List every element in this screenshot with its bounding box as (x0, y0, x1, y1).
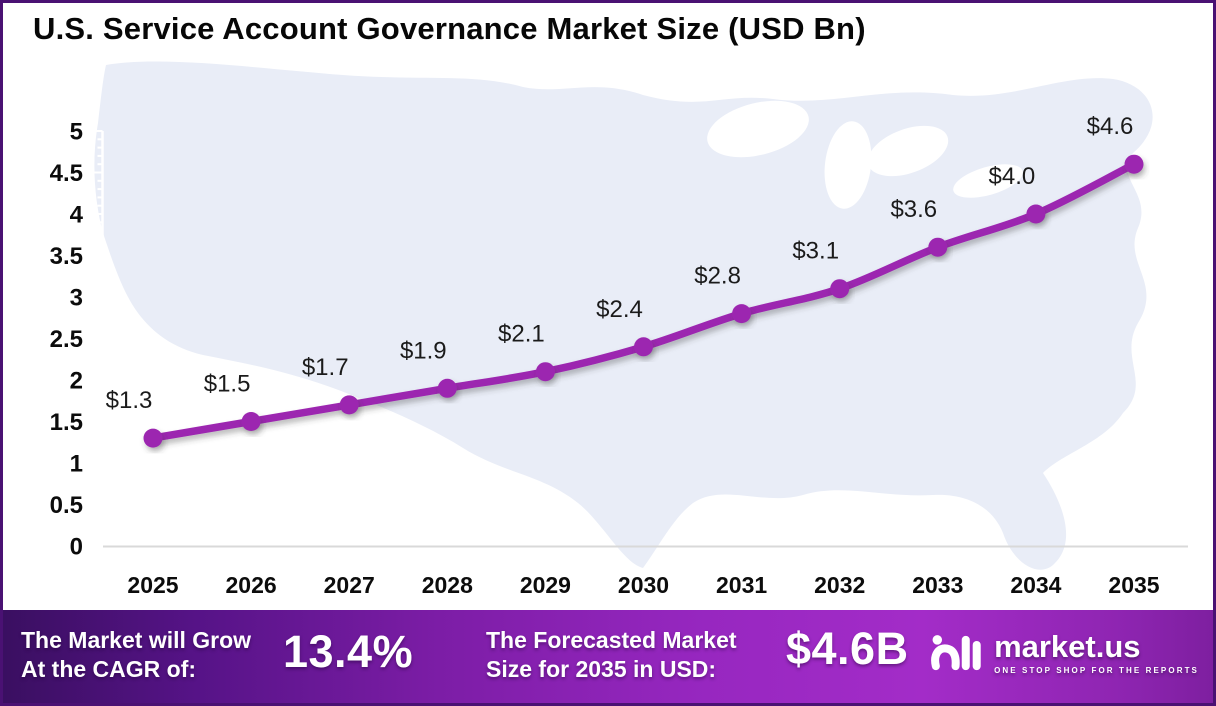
y-tick-label: 3.5 (50, 243, 83, 270)
data-label: $2.1 (498, 321, 545, 348)
data-label: $1.5 (204, 371, 251, 398)
forecast-label: The Forecasted Market Size for 2035 in U… (486, 626, 737, 683)
y-tick-label: 0 (70, 534, 83, 561)
data-point (928, 237, 948, 257)
marketus-logo-icon (931, 635, 981, 671)
logo-name: market.us (994, 629, 1141, 664)
y-tick-label: 4 (70, 202, 84, 229)
line-chart: $1.3 $1.5 $1.7 $1.9 $2.1 $2.4 $2.8 $3.1 $3.6 $4.0… (50, 113, 1188, 598)
logo-tagline: ONE STOP SHOP FOR THE REPORTS (994, 666, 1199, 675)
data-label: $2.8 (694, 263, 741, 290)
data-label: $1.9 (400, 337, 447, 364)
cagr-label: The Market will Grow At the CAGR of: (21, 626, 251, 683)
data-label: $3.1 (792, 238, 839, 265)
data-point (634, 337, 653, 357)
y-tick-label: 2.5 (50, 326, 83, 353)
forecast-label-line2: Size for 2035 in USD: (486, 655, 717, 682)
x-tick-label: 2034 (1010, 572, 1061, 598)
x-tick-label: 2025 (127, 572, 178, 598)
forecast-label-line1: The Forecasted Market (486, 627, 737, 653)
chart-title: U.S. Service Account Governance Market S… (33, 11, 866, 46)
data-label: $4.0 (989, 163, 1036, 190)
x-tick-label: 2028 (422, 572, 473, 598)
y-axis (93, 130, 104, 547)
data-label: $1.3 (106, 387, 153, 414)
data-point (1124, 154, 1144, 174)
great-lakes (707, 100, 1023, 209)
marketus-logo-text: market.us ONE STOP SHOP FOR THE REPORTS (994, 631, 1199, 675)
y-tick-label: 2 (70, 368, 83, 395)
x-tick-label: 2029 (520, 572, 571, 598)
x-tick-label: 2031 (716, 572, 767, 598)
data-label: $2.4 (596, 296, 643, 323)
y-tick-label: 5 (70, 119, 83, 146)
x-tick-label: 2032 (814, 572, 865, 598)
x-tick-label: 2030 (618, 572, 669, 598)
cagr-value: 13.4% (283, 626, 414, 677)
data-point (732, 304, 752, 324)
data-point (1026, 204, 1046, 224)
forecast-value: $4.6B (786, 623, 909, 674)
y-tick-label: 4.5 (50, 160, 83, 187)
data-label: $4.6 (1087, 113, 1134, 140)
data-point (437, 378, 457, 398)
y-tick-label: 1.5 (50, 409, 83, 436)
x-tick-label: 2027 (324, 572, 375, 598)
data-point (535, 362, 555, 382)
y-tick-label: 0.5 (50, 492, 83, 519)
marketus-logo: market.us ONE STOP SHOP FOR THE REPORTS (930, 626, 1199, 680)
chart-canvas: $1.3 $1.5 $1.7 $1.9 $2.1 $2.4 $2.8 $3.1 $3.6 $4.0… (50, 61, 1188, 598)
x-tick-label: 2035 (1108, 572, 1159, 598)
data-label: $1.7 (302, 354, 349, 381)
data-point (339, 395, 359, 415)
data-label: $3.6 (890, 196, 937, 223)
data-point (241, 412, 261, 431)
y-tick-label: 1 (70, 451, 83, 478)
us-map-silhouette (94, 61, 1153, 570)
cagr-label-line1: The Market will Grow (21, 627, 252, 653)
cagr-label-line2: At the CAGR of: (21, 655, 197, 682)
x-tick-label: 2033 (912, 572, 963, 598)
x-tick-label: 2026 (226, 572, 277, 598)
y-tick-label: 3 (70, 285, 83, 312)
data-point (143, 428, 163, 448)
footer-banner: The Market will Grow At the CAGR of: 13.… (3, 610, 1213, 703)
data-point (830, 279, 850, 299)
